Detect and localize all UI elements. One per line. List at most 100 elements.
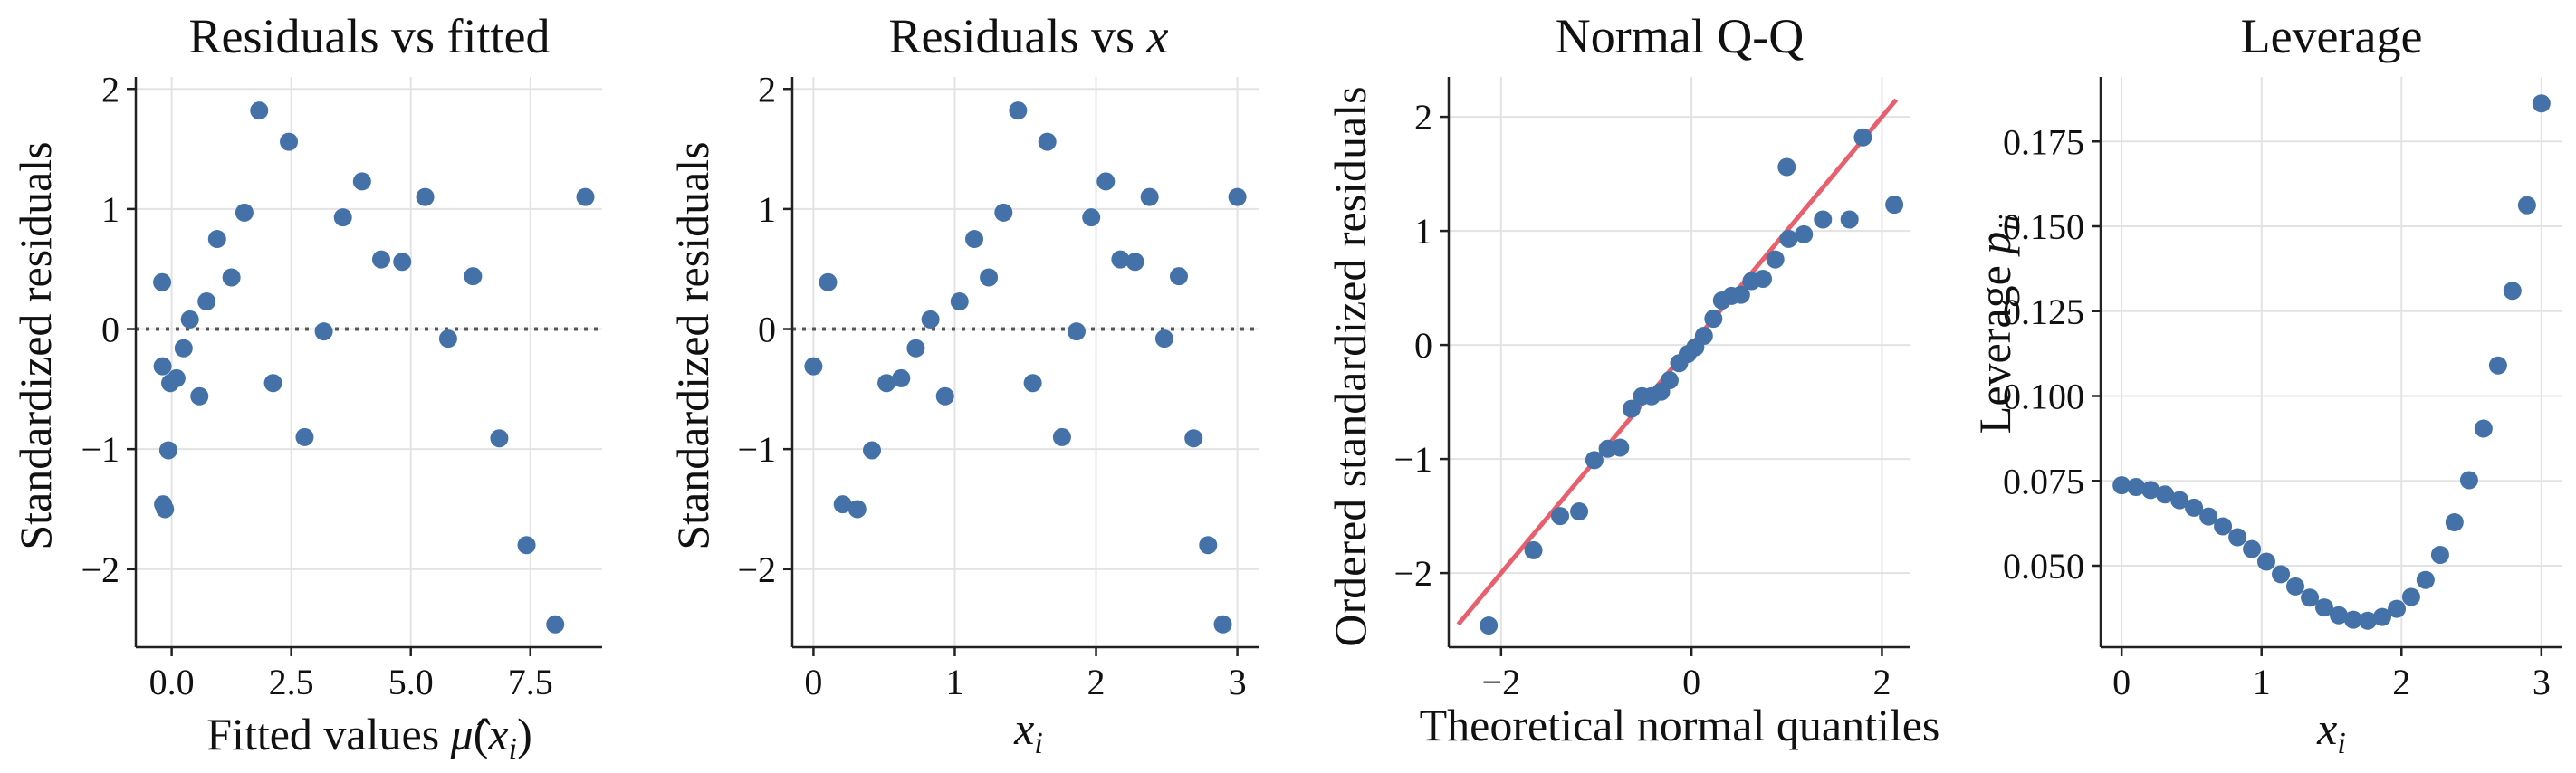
data-point [1213,615,1232,634]
x-tick-label: 0 [2112,662,2131,702]
data-point [1704,310,1723,329]
x-tick-label: 2 [2392,662,2410,702]
x-tick-label: 3 [2533,662,2551,702]
data-point [153,272,172,291]
data-point [1082,208,1101,227]
axes: 0 1 2 3 −2 −1 0 1 2 [737,69,1259,702]
data-point [2372,607,2391,626]
data-point [833,495,852,514]
data-point [2214,517,2233,536]
data-points [153,101,595,634]
y-tick-label: 2 [1414,97,1432,138]
data-point [2199,507,2218,526]
data-point [174,339,193,358]
data-point [1524,540,1543,559]
panel-title: Leverage [2241,9,2423,63]
data-point [1199,536,1218,555]
data-point [892,368,911,387]
y-tick-label: 0.175 [2003,121,2084,162]
data-point [1184,429,1203,448]
data-point [2228,528,2247,547]
data-point [2503,282,2522,301]
panel-leverage: 0 1 2 3 0.050 0.075 0.100 0.125 0.150 0.175 Lever… [1969,9,2562,760]
data-point [1779,229,1798,248]
data-point [2156,485,2175,504]
data-point [2127,478,2146,496]
axes: −2 0 2 −2 −1 0 1 2 [1393,77,1910,702]
data-point [1125,253,1144,272]
data-point [804,357,823,376]
data-point [863,441,882,460]
data-point [877,374,896,393]
data-point [235,203,254,222]
y-tick-label: −2 [1393,553,1432,594]
data-point [158,441,177,460]
data-point [2301,588,2320,607]
data-point [921,310,940,329]
y-tick-label: 0 [101,310,120,350]
data-point [576,187,595,206]
data-point [416,187,435,206]
data-point [2517,196,2536,215]
data-point [1052,427,1071,446]
y-tick-label: −2 [737,549,776,590]
panel-residuals-vs-x: 0 1 2 3 −2 −1 0 1 2 Residuals vs x xi Standardiz… [667,9,1259,760]
y-tick-label: 1 [101,189,120,230]
data-point [1622,399,1641,418]
x-tick-label: 2.5 [269,662,314,702]
data-point [222,268,241,287]
data-point [190,386,209,406]
grid [2101,77,2562,647]
data-point [280,132,299,151]
x-axis-label: Fitted values μ̂(xi) [206,709,532,766]
data-point [1885,196,1904,215]
data-point [1766,250,1785,269]
data-point [2272,565,2291,584]
x-axis-label: xi [2316,703,2346,760]
data-point [1551,507,1570,526]
x-axis-label: Theoretical normal quantiles [1420,700,1940,750]
data-point [1754,270,1773,289]
axes: 0 1 2 3 0.050 0.075 0.100 0.125 0.150 0.175 [2003,77,2562,702]
data-point [2488,356,2507,375]
data-point [1585,451,1604,470]
data-point [546,615,565,634]
data-point [2112,476,2131,495]
data-point [1660,371,1679,390]
data-point [197,292,216,311]
data-point [1140,187,1159,206]
data-point [965,230,984,249]
data-point [2185,498,2204,517]
data-point [2474,419,2493,438]
x-tick-label: 2 [1087,662,1106,702]
data-point [295,427,314,446]
data-point [2314,598,2333,617]
y-tick-label: 0 [1414,325,1432,366]
data-point [1853,128,1872,147]
data-point [1009,101,1028,120]
data-point [2330,606,2349,625]
data-point [1611,438,1630,457]
data-point [1814,210,1833,229]
data-point [156,500,175,519]
panel-normal-qq: −2 0 2 −2 −1 0 1 2 Normal Q-Q Theoretical norma… [1325,9,1939,750]
y-axis-label: Ordered standardized residuals [1325,86,1375,646]
x-tick-label: 3 [1229,662,1247,702]
y-tick-label: 0.075 [2003,461,2084,501]
data-point [153,357,172,376]
data-point [2401,587,2420,606]
y-tick-label: 2 [758,69,776,110]
data-point [2343,610,2362,629]
data-point [980,268,999,287]
data-point [1096,172,1116,191]
x-tick-label: 1 [2253,662,2271,702]
x-axis-label: xi [1013,703,1043,760]
data-point [352,172,371,191]
data-point [1570,502,1589,521]
grid [792,77,1259,647]
y-tick-label: 0 [758,310,776,350]
data-point [1731,285,1750,304]
data-point [1840,210,1859,229]
